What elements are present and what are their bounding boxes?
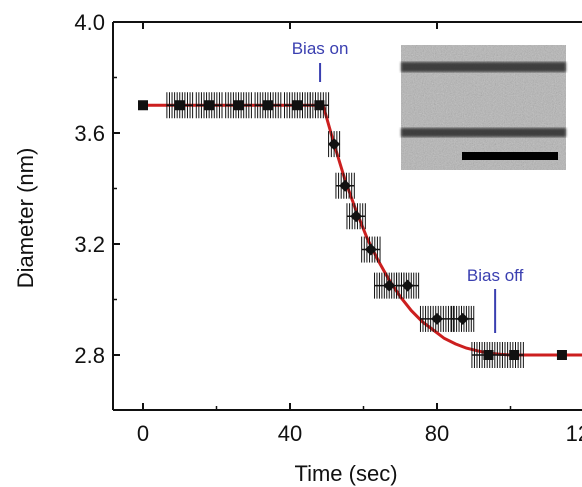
y-tick-label: 3.6: [74, 121, 105, 146]
diamond-marker: [364, 243, 377, 256]
square-marker: [314, 100, 325, 111]
axis-ticks: 0 40 80 120 2.8 3.2 3.6 4.0: [74, 10, 582, 446]
data-point: [166, 92, 194, 119]
x-tick-label: 40: [278, 421, 302, 446]
x-axis-title: Time (sec): [294, 461, 397, 486]
square-marker: [262, 100, 273, 111]
y-tick-label: 3.2: [74, 232, 105, 257]
inset-dark-band-bottom: [401, 128, 566, 137]
inset-scale-bar: [462, 152, 558, 160]
diamond-marker: [339, 179, 352, 192]
data-point: [254, 92, 282, 119]
square-marker: [292, 100, 303, 111]
diamond-marker: [431, 312, 443, 325]
annotation-bias-off: Bias off: [467, 266, 524, 285]
square-marker: [483, 350, 494, 360]
data-point: [346, 203, 366, 230]
data-point: [471, 342, 506, 368]
diamond-marker: [456, 312, 469, 325]
inset-dark-band-top: [401, 62, 566, 72]
annotations-group: Bias on Bias off: [292, 39, 524, 333]
annotation-bias-on: Bias on: [292, 39, 349, 58]
data-point: [556, 350, 567, 360]
plot-frame: [112, 21, 582, 411]
x-tick-label: 80: [425, 421, 449, 446]
data-point: [451, 305, 475, 332]
x-tick-label: 0: [137, 421, 149, 446]
inset-micrograph: [401, 45, 566, 170]
data-point: [225, 92, 252, 119]
data-point: [283, 92, 311, 119]
square-marker: [556, 350, 567, 360]
diamond-marker: [401, 279, 414, 292]
y-tick-label: 4.0: [74, 10, 105, 35]
data-point: [419, 305, 455, 332]
square-marker: [509, 350, 520, 360]
data-point: [138, 100, 148, 111]
data-point: [361, 236, 381, 263]
x-tick-label: 120: [566, 421, 582, 446]
diamond-marker: [350, 210, 363, 223]
y-tick-label: 2.8: [74, 343, 105, 368]
y-axis-title: Diameter (nm): [13, 148, 38, 289]
data-point: [195, 92, 223, 119]
data-point: [335, 172, 355, 199]
square-marker: [174, 100, 185, 111]
data-point: [309, 92, 330, 119]
square-marker: [233, 100, 244, 111]
data-points-group: [138, 92, 567, 368]
diamond-marker: [383, 279, 396, 292]
data-point: [504, 342, 524, 368]
diamond-marker: [328, 138, 341, 151]
data-point: [328, 131, 341, 158]
square-marker: [138, 100, 148, 111]
square-marker: [204, 100, 215, 111]
data-point: [396, 272, 420, 299]
